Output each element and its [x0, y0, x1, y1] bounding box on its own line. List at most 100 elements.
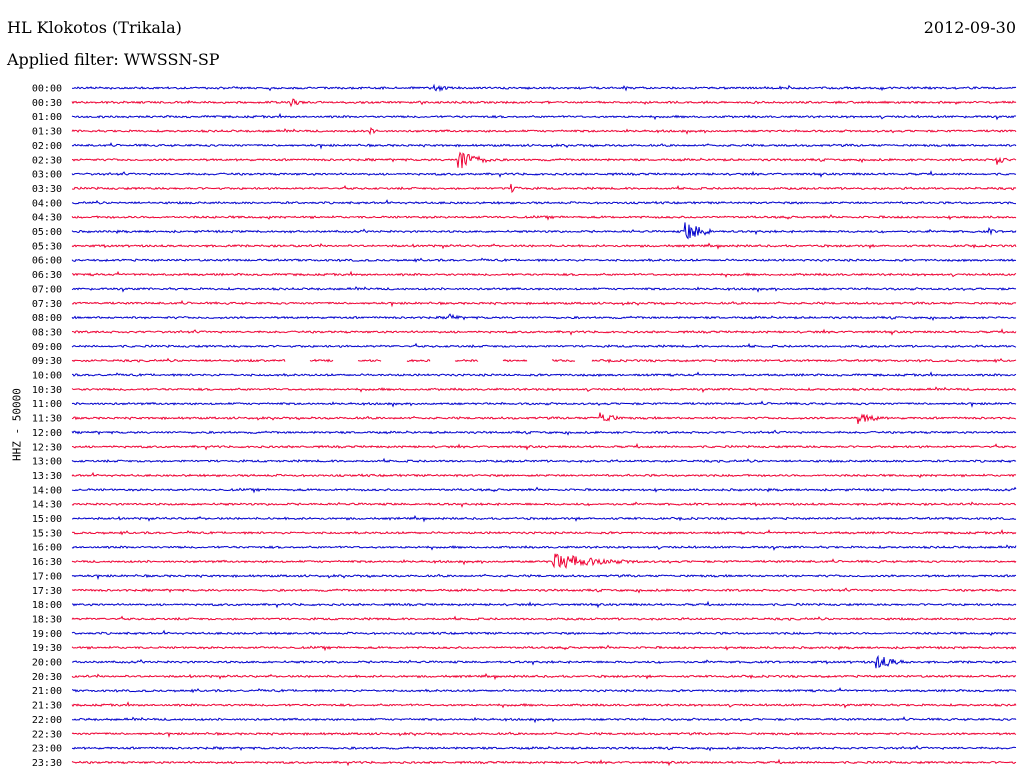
trace-line — [71, 644, 1017, 652]
trace-line — [71, 573, 1017, 581]
trace-line — [71, 528, 1017, 536]
trace-line — [71, 98, 1017, 108]
trace-line — [71, 270, 1017, 278]
row-time-label: 18:00 — [32, 600, 62, 611]
row-time-label: 00:30 — [32, 98, 62, 109]
row-time-label: 04:00 — [32, 198, 62, 209]
row-time-label: 20:30 — [32, 672, 62, 683]
row-time-label: 22:00 — [32, 715, 62, 726]
trace-line — [71, 429, 1017, 436]
row-time-label: 01:30 — [32, 127, 62, 138]
trace-line — [71, 357, 1017, 364]
station-title: HL Klokotos (Trikala) — [7, 18, 182, 37]
row-time-label: 03:30 — [32, 184, 62, 195]
trace-line — [71, 242, 1017, 250]
row-time-label: 12:30 — [32, 442, 62, 453]
row-time-label: 04:30 — [32, 213, 62, 224]
row-time-label: 09:00 — [32, 342, 62, 353]
row-time-label: 17:00 — [32, 571, 62, 582]
trace-line — [72, 687, 1017, 694]
row-time-label: 19:30 — [32, 643, 62, 654]
row-time-label: 07:00 — [32, 284, 62, 295]
trace-line — [72, 600, 1017, 609]
trace-line — [71, 442, 1017, 451]
row-time-label: 01:00 — [32, 112, 62, 123]
row-time-label: 19:00 — [32, 629, 62, 640]
row-time-label: 12:00 — [32, 428, 62, 439]
trace-line — [71, 471, 1017, 479]
trace-line — [71, 553, 1017, 569]
trace-line — [71, 731, 1017, 738]
row-time-label: 00:00 — [32, 84, 62, 95]
trace-line — [71, 299, 1017, 308]
trace-line — [71, 257, 1016, 263]
row-time-label: 03:00 — [32, 170, 62, 181]
row-time-label: 17:30 — [32, 586, 62, 597]
row-time-label: 09:30 — [32, 356, 62, 367]
date-label: 2012-09-30 — [923, 18, 1016, 37]
row-time-label: 08:00 — [32, 313, 62, 324]
trace-line — [71, 214, 1017, 221]
row-time-label: 02:00 — [32, 141, 62, 152]
row-time-label: 10:30 — [32, 385, 62, 396]
trace-line — [71, 151, 1017, 169]
trace-line — [71, 587, 1017, 594]
row-time-label: 08:30 — [32, 327, 62, 338]
trace-line — [71, 386, 1017, 393]
row-time-label: 06:00 — [32, 256, 62, 267]
row-time-label: 15:30 — [32, 528, 62, 539]
row-time-label: 16:00 — [32, 543, 62, 554]
row-time-label: 21:30 — [32, 701, 62, 712]
row-time-label: 13:00 — [32, 457, 62, 468]
row-time-label: 23:00 — [32, 744, 62, 755]
trace-line — [71, 745, 1017, 752]
row-time-label: 20:00 — [32, 658, 62, 669]
row-time-label: 11:00 — [32, 399, 62, 410]
row-time-label: 06:30 — [32, 270, 62, 281]
trace-line — [71, 654, 1017, 669]
trace-line — [71, 183, 1017, 194]
row-time-label: 05:30 — [32, 241, 62, 252]
trace-line — [71, 501, 1017, 508]
row-time-label: 15:00 — [32, 514, 62, 525]
row-time-label: 14:00 — [32, 485, 62, 496]
trace-line — [72, 515, 1017, 523]
row-time-label: 07:30 — [32, 299, 62, 310]
trace-line — [71, 328, 1017, 336]
trace-line — [71, 544, 1017, 551]
row-time-label: 14:30 — [32, 500, 62, 511]
row-time-label: 16:30 — [32, 557, 62, 568]
trace-line — [71, 758, 1017, 767]
row-time-label: 05:00 — [32, 227, 62, 238]
trace-line — [71, 400, 1017, 408]
trace-line — [71, 127, 1017, 136]
row-time-label: 18:30 — [32, 614, 62, 625]
trace-line — [71, 286, 1017, 293]
row-time-label: 22:30 — [32, 729, 62, 740]
row-time-label: 02:30 — [32, 155, 62, 166]
row-time-label: 23:30 — [32, 758, 62, 769]
trace-line — [72, 371, 1017, 378]
trace-line — [71, 112, 1017, 121]
trace-line — [71, 457, 1017, 464]
trace-line — [71, 83, 1017, 93]
row-time-label: 10:00 — [32, 371, 62, 382]
trace-line — [71, 629, 1017, 636]
row-time-label: 13:30 — [32, 471, 62, 482]
trace-line — [71, 313, 1017, 322]
trace-line — [71, 486, 1017, 494]
trace-line — [71, 170, 1017, 178]
trace-line — [71, 412, 1017, 424]
trace-line — [71, 142, 1017, 150]
trace-line — [71, 222, 1017, 240]
row-time-label: 11:30 — [32, 414, 62, 425]
trace-line — [71, 199, 1016, 205]
trace-line — [71, 615, 1017, 621]
trace-line — [71, 716, 1017, 724]
trace-line — [71, 672, 1017, 681]
row-time-label: 21:00 — [32, 686, 62, 697]
trace-line — [71, 342, 1017, 349]
filter-label: Applied filter: WWSSN-SP — [7, 50, 220, 69]
trace-line — [71, 701, 1017, 709]
